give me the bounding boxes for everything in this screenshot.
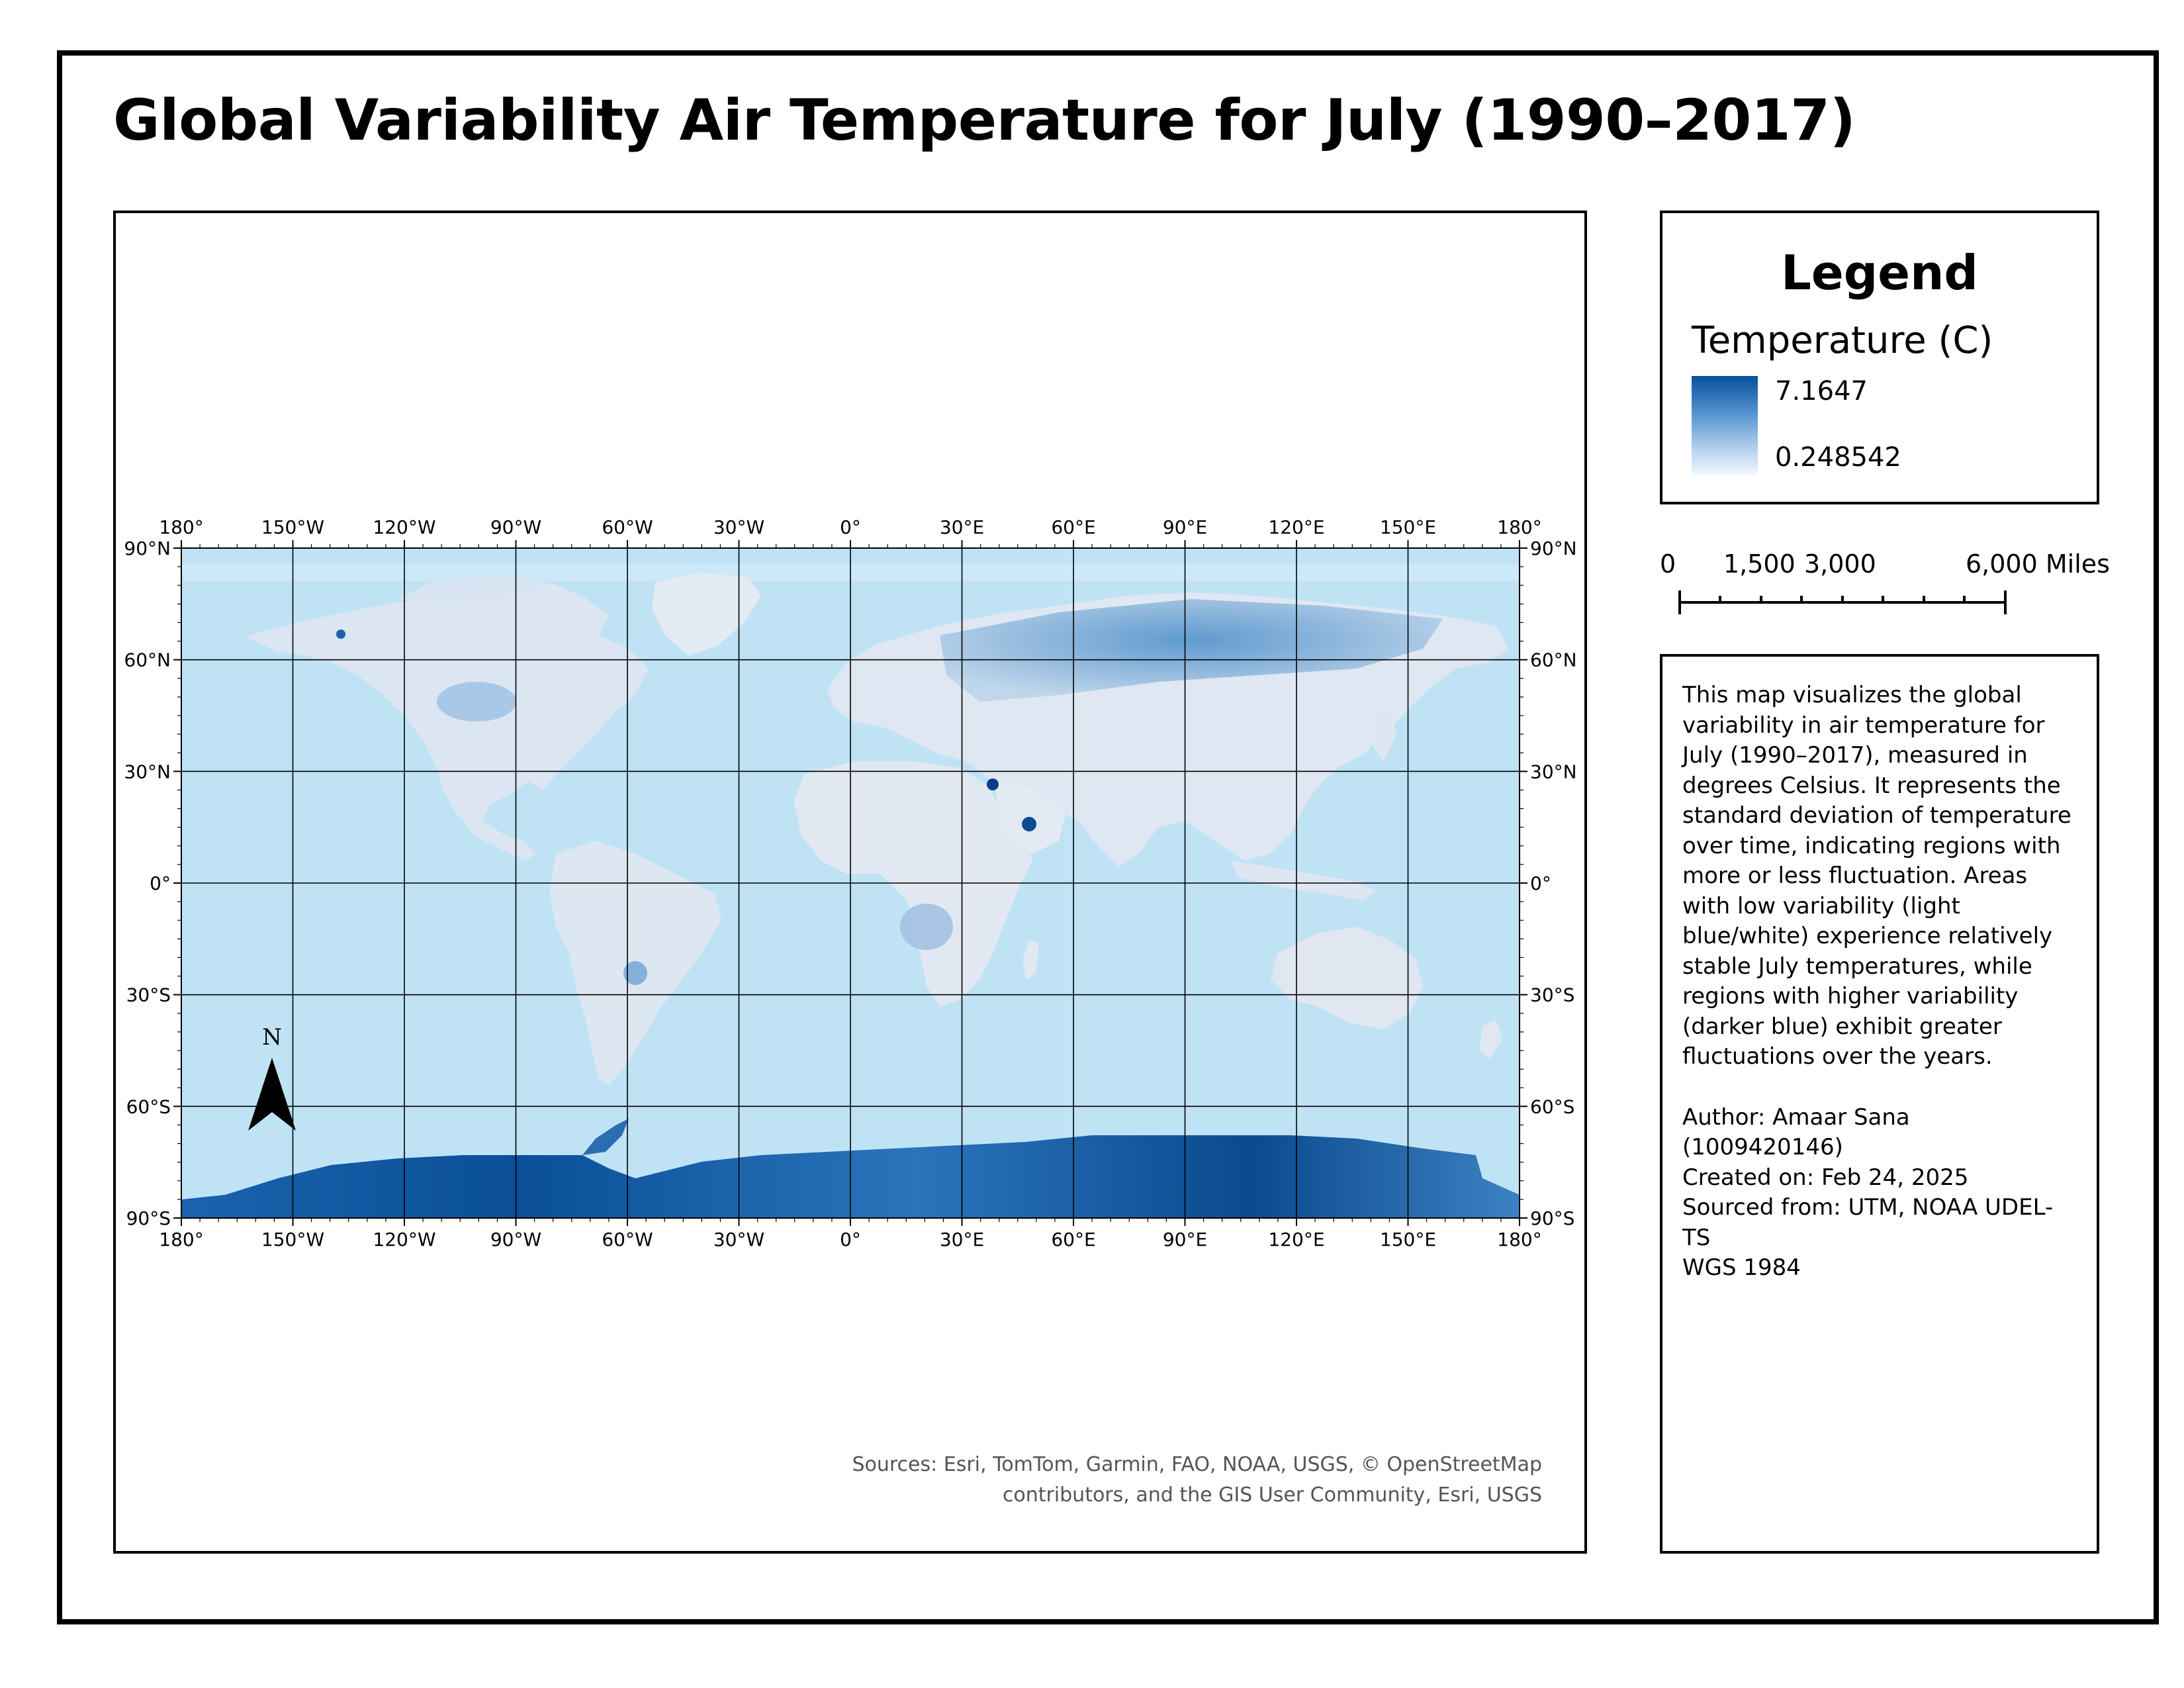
lon-label-top: 30°E xyxy=(940,516,984,538)
siberia-high-variability xyxy=(940,599,1443,702)
lon-label-top: 150°W xyxy=(261,516,324,538)
lon-label-top: 180° xyxy=(159,516,203,538)
graticule-labels: 180° 180° 150°W 150°W 120°W 120°W 90°W 90°W 60°W… xyxy=(124,516,1576,1250)
lat-label-left: 0° xyxy=(150,872,171,894)
layout-frame xyxy=(57,50,2159,1624)
graticule-ticks xyxy=(173,540,1527,1226)
lon-label-bottom: 90°W xyxy=(490,1229,541,1250)
scale-bar: 0 1,500 3,000 6,000 Miles xyxy=(1660,549,2123,629)
lon-label-top: 90°W xyxy=(490,516,541,538)
lon-label-bottom: 30°W xyxy=(713,1229,764,1250)
land-north-america xyxy=(245,583,649,861)
color-ramp xyxy=(1692,376,1758,475)
north-arrow-label: N xyxy=(262,1024,282,1051)
lon-label-top: 150°E xyxy=(1380,516,1436,538)
land-arctic-islands xyxy=(397,576,543,606)
lon-label-bottom: 120°W xyxy=(373,1229,435,1250)
hotspot-patagonia xyxy=(623,961,647,985)
legend-subtitle: Temperature (C) xyxy=(1692,319,1993,362)
legend-min-label: 0.248542 xyxy=(1775,442,1901,473)
scale-bar-graphic xyxy=(1678,590,2007,614)
land-greenland xyxy=(652,573,761,655)
land-africa xyxy=(794,761,1032,1006)
author: Author: Amaar Sana (1009420146) xyxy=(1682,1103,1910,1161)
land-japan xyxy=(1373,708,1396,761)
lat-label-left: 30°S xyxy=(126,984,171,1006)
hotspot-east-africa xyxy=(900,904,953,950)
lon-label-bottom: 30°E xyxy=(940,1229,984,1250)
sources-line-2: contributors, and the GIS User Community… xyxy=(1002,1483,1542,1507)
legend-max-label: 7.1647 xyxy=(1775,376,1868,406)
lon-label-bottom: 120°E xyxy=(1268,1229,1324,1250)
lon-label-top: 60°E xyxy=(1051,516,1095,538)
lat-label-right: 90°N xyxy=(1530,538,1577,559)
north-arrow-icon: N xyxy=(248,1024,296,1131)
map-title: Global Variability Air Temperature for J… xyxy=(113,87,1856,154)
lat-label-right: 60°N xyxy=(1530,649,1577,671)
lon-label-bottom: 90°E xyxy=(1163,1229,1207,1250)
graticule xyxy=(181,547,1520,1219)
land-australia xyxy=(1271,927,1423,1029)
hotspot-canada xyxy=(437,682,516,722)
lon-label-bottom: 150°W xyxy=(261,1229,324,1250)
description-panel: This map visualizes the global variabili… xyxy=(1660,654,2099,1554)
lat-label-right: 90°S xyxy=(1530,1207,1574,1229)
scale-label-1500: 1,500 xyxy=(1723,549,1796,579)
lat-label-right: 60°S xyxy=(1530,1096,1574,1117)
datum: WGS 1984 xyxy=(1682,1254,1801,1281)
land-antarctic-peninsula xyxy=(582,1119,629,1155)
description-text: This map visualizes the global variabili… xyxy=(1682,682,2071,1070)
lon-label-bottom: 180° xyxy=(159,1229,203,1250)
land-new-zealand xyxy=(1479,1019,1502,1059)
legend-title: Legend xyxy=(1781,245,1978,301)
map-frame xyxy=(113,211,1587,1554)
lon-label-bottom: 60°E xyxy=(1051,1229,1095,1250)
lat-label-left: 60°S xyxy=(126,1096,171,1117)
lat-label-right: 30°N xyxy=(1530,761,1577,782)
lon-label-top: 120°W xyxy=(373,516,435,538)
lon-label-bottom: 0° xyxy=(840,1229,861,1250)
hotspot-sudan xyxy=(1022,817,1036,831)
lon-label-bottom: 150°E xyxy=(1380,1229,1436,1250)
lon-label-top: 90°E xyxy=(1163,516,1207,538)
hotspot-sahel xyxy=(987,778,999,790)
scale-label-6000: 6,000 Miles xyxy=(1966,549,2110,579)
lat-label-left: 90°N xyxy=(124,538,171,559)
lon-label-top: 0° xyxy=(840,516,861,538)
lon-label-top: 60°W xyxy=(602,516,653,538)
scale-label-3000: 3,000 xyxy=(1804,549,1876,579)
scale-label-0: 0 xyxy=(1660,549,1676,579)
map-sources: Sources: Esri, TomTom, Garmin, FAO, NOAA… xyxy=(728,1450,1542,1511)
lat-label-left: 30°N xyxy=(124,761,171,782)
lon-label-bottom: 180° xyxy=(1497,1229,1541,1250)
lon-label-bottom: 60°W xyxy=(602,1229,653,1250)
lon-label-top: 30°W xyxy=(713,516,764,538)
land-indonesia xyxy=(1231,861,1377,900)
hotspot-alaska xyxy=(336,630,345,639)
land-madagascar xyxy=(1023,940,1039,980)
lon-label-top: 120°E xyxy=(1268,516,1324,538)
sources-line-1: Sources: Esri, TomTom, Garmin, FAO, NOAA… xyxy=(852,1453,1542,1476)
legend: Legend Temperature (C) 7.1647 0.248542 xyxy=(1660,211,2099,504)
lat-label-left: 90°S xyxy=(126,1207,171,1229)
lat-label-right: 30°S xyxy=(1530,984,1574,1006)
lon-label-top: 180° xyxy=(1497,516,1541,538)
lat-label-right: 0° xyxy=(1530,872,1551,894)
created-date: Created on: Feb 24, 2025 xyxy=(1682,1164,1969,1191)
data-source: Sourced from: UTM, NOAA UDEL-TS xyxy=(1682,1194,2054,1251)
lat-label-left: 60°N xyxy=(124,649,171,671)
